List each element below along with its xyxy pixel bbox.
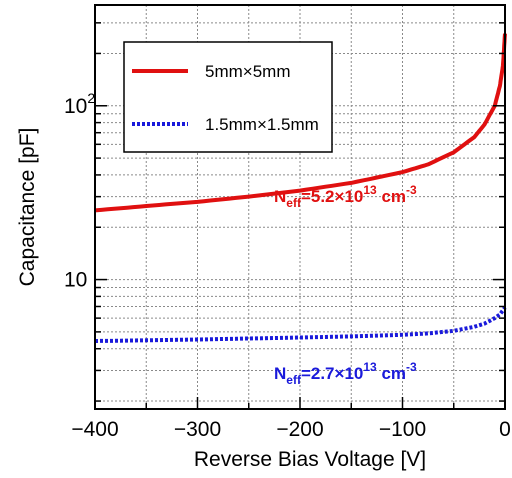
series-line-5mm <box>94 33 507 213</box>
annotation-blue-base: N <box>274 364 286 383</box>
x-tick-label: −400 <box>71 418 118 441</box>
x-tick-label: −200 <box>276 418 323 441</box>
annotation-red: Neff=5.2×1013 cm-3 <box>274 183 417 210</box>
annotation-red-unit: cm <box>377 187 406 206</box>
annotation-blue-sub: eff <box>286 373 302 387</box>
y-tick-label-exp: 2 <box>87 90 95 106</box>
series-line-1-5mm <box>94 306 507 343</box>
x-tick-label: −300 <box>174 418 221 441</box>
legend-label-5mm: 5mm×5mm <box>205 62 290 81</box>
annotation-red-sub: eff <box>286 196 302 210</box>
annotation-red-mid: =5.2×10 <box>301 187 363 206</box>
x-tick-label: 0 <box>499 418 511 441</box>
annotation-blue-sup: 13 <box>363 360 377 374</box>
annotation-blue-unit: cm <box>377 364 406 383</box>
legend-box <box>123 41 333 153</box>
ticks <box>94 22 506 409</box>
x-axis-title: Reverse Bias Voltage [V] <box>194 448 426 471</box>
annotation-blue-unit-sup: -3 <box>406 360 417 374</box>
annotation-red-base: N <box>274 187 286 206</box>
legend: 5mm×5mm 1.5mm×1.5mm <box>123 41 333 153</box>
annotation-red-sup: 13 <box>363 183 377 197</box>
x-tick-label: −100 <box>379 418 426 441</box>
y-tick-label: 10 <box>64 269 87 292</box>
y-tick-label-base: 10 <box>64 95 87 118</box>
y-tick-label: 102 <box>64 90 95 118</box>
y-tick-label-base: 10 <box>64 269 87 292</box>
annotation-blue-mid: =2.7×10 <box>301 364 363 383</box>
legend-label-1-5mm: 1.5mm×1.5mm <box>205 115 319 134</box>
series-layer <box>94 33 507 343</box>
annotation-blue: Neff=2.7×1013 cm-3 <box>274 360 417 387</box>
y-axis-title: Capacitance [pF] <box>16 128 39 287</box>
annotation-red-unit-sup: -3 <box>406 183 417 197</box>
